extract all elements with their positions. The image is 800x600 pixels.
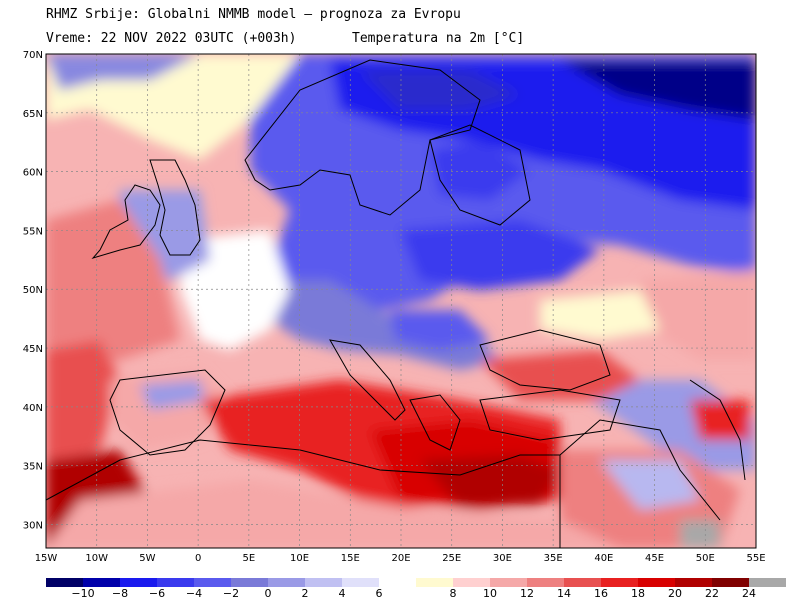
longitude-tick-label: 5E <box>243 553 256 564</box>
colorbar-label: −4 <box>186 587 202 600</box>
longitude-tick-label: 15W <box>35 553 58 564</box>
colorbar-label: 0 <box>265 587 272 600</box>
latitude-tick-label: 70N <box>23 50 43 61</box>
colorbar-label: 22 <box>705 587 719 600</box>
title-field-name: Temperatura na 2m [°C] <box>352 31 525 46</box>
temperature-field <box>46 54 756 548</box>
latitude-labels: 70N 65N 60N 55N 50N 45N 40N 35N 30N <box>23 50 43 531</box>
colorbar-label: 24 <box>742 587 756 600</box>
graticule <box>46 54 756 548</box>
colorbar-swatch <box>601 578 638 587</box>
colorbar-label: −8 <box>112 587 128 600</box>
longitude-tick-label: 10W <box>85 553 108 564</box>
longitude-tick-label: 25E <box>442 553 461 564</box>
latitude-tick-label: 45N <box>23 344 43 355</box>
colorbar-swatch <box>305 578 342 587</box>
latitude-tick-label: 40N <box>23 403 43 414</box>
colorbar-swatch <box>675 578 712 587</box>
colorbar-label: −6 <box>149 587 165 600</box>
colorbar-label: 20 <box>668 587 682 600</box>
longitude-tick-label: 45E <box>645 553 664 564</box>
longitude-tick-label: 40E <box>594 553 613 564</box>
latitude-tick-label: 50N <box>23 285 43 296</box>
colorbar-swatch <box>490 578 527 587</box>
colorbar-label: 14 <box>557 587 571 600</box>
longitude-tick-label: 15E <box>341 553 360 564</box>
map-frame <box>45 53 757 549</box>
longitude-tick-label: 10E <box>290 553 309 564</box>
colorbar-labels: −10 −8 −6 −4 −2 0 2 4 6 8 10 12 14 16 18 20 22 24 <box>71 587 756 600</box>
longitude-tick-label: 35E <box>544 553 563 564</box>
longitude-tick-label: 0 <box>195 553 201 564</box>
title-forecast-time: Vreme: 22 NOV 2022 03UTC (+003h) <box>46 31 297 46</box>
latitude-tick-label: 30N <box>23 520 43 531</box>
colorbar-swatch <box>231 578 268 587</box>
latitude-tick-label: 35N <box>23 462 43 473</box>
colorbar-swatch <box>46 578 83 587</box>
colorbar-swatch <box>638 578 675 587</box>
colorbar-label: −10 <box>71 587 94 600</box>
colorbar-swatch <box>194 578 231 587</box>
longitude-tick-label: 20E <box>391 553 410 564</box>
longitude-labels: 15W 10W 5W 0 5E 10E 15E 20E 25E 30E 35E 40E 45E 50E 55… <box>35 553 766 564</box>
colorbar-swatch <box>83 578 120 587</box>
colorbar-label: 2 <box>302 587 309 600</box>
longitude-tick-label: 30E <box>493 553 512 564</box>
latitude-tick-label: 60N <box>23 168 43 179</box>
colorbar-label: 16 <box>594 587 608 600</box>
colorbar-label: 12 <box>520 587 534 600</box>
colorbar-swatch <box>342 578 379 587</box>
longitude-tick-label: 5W <box>139 553 155 564</box>
colorbar-swatch <box>157 578 194 587</box>
colorbar-label: 18 <box>631 587 645 600</box>
longitude-tick-label: 50E <box>696 553 715 564</box>
colorbar-swatch <box>379 578 416 587</box>
coastlines <box>46 59 746 548</box>
colorbar-label: 8 <box>450 587 457 600</box>
title-line-1: RHMZ Srbije: Globalni NMMB model — progn… <box>46 7 461 22</box>
colorbar-swatch <box>527 578 564 587</box>
colorbar-swatch <box>453 578 490 587</box>
latitude-tick-label: 55N <box>23 226 43 237</box>
latitude-tick-label: 65N <box>23 109 43 120</box>
colorbar-label: 4 <box>339 587 346 600</box>
longitude-tick-label: 55E <box>746 553 765 564</box>
colorbar-swatch <box>712 578 749 587</box>
colorbar-boxes <box>46 578 786 587</box>
colorbar-swatch <box>120 578 157 587</box>
colorbar-label: 10 <box>483 587 497 600</box>
colorbar-label: −2 <box>223 587 239 600</box>
colorbar-label: 6 <box>376 587 383 600</box>
colorbar-swatch <box>749 578 786 587</box>
colorbar-swatch <box>564 578 601 587</box>
colorbar-swatch <box>268 578 305 587</box>
colorbar-swatch <box>416 578 453 587</box>
